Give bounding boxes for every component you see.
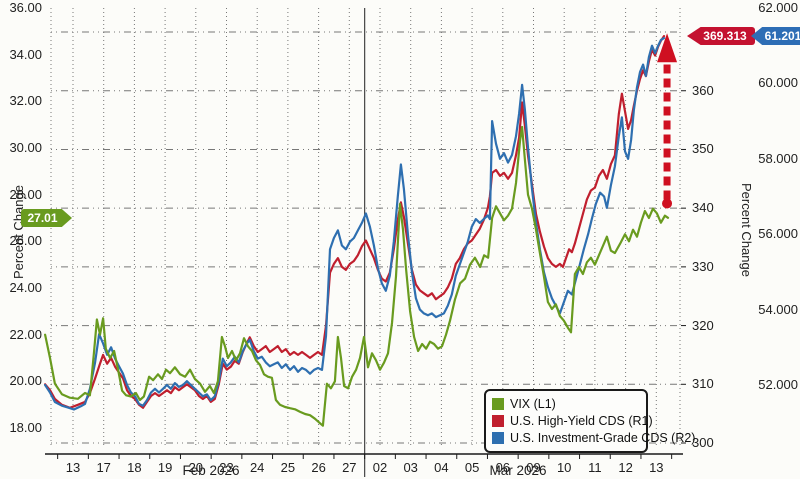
- r1-axis-tick-label: 360: [692, 82, 714, 98]
- x-axis-tick-label: 11: [588, 460, 602, 475]
- series-line-r2: [43, 36, 666, 411]
- high-yield-last-value-tag: 369.313: [687, 27, 755, 45]
- r1-axis-tick-label: 320: [692, 317, 714, 333]
- left-axis-tick-label: 34.00: [9, 46, 42, 62]
- x-axis-tick-label: 12: [618, 460, 633, 475]
- r2-axis-tick-label: 58.000: [758, 150, 798, 166]
- left-axis-tick-label: 32.00: [9, 93, 42, 109]
- month-label-feb: Feb 2026: [182, 463, 240, 478]
- x-axis-tick-label: 24: [249, 460, 265, 475]
- x-axis-tick-label: 05: [464, 460, 480, 475]
- x-axis-tick-label: 06: [495, 460, 511, 475]
- legend-label: U.S. Investment-Grade CDS (R2): [510, 431, 696, 445]
- x-axis-tick-label: 20: [188, 460, 204, 475]
- arrow-base-dot: [662, 198, 673, 209]
- x-axis-tick-label: 23: [219, 460, 234, 475]
- r1-axis-tick-label: 350: [692, 141, 714, 157]
- left-axis-tick-label: 28.00: [9, 186, 42, 202]
- x-axis-tick-label: 17: [96, 460, 111, 475]
- x-axis-tick-label: 04: [434, 460, 449, 475]
- series-line-r1: [43, 34, 666, 409]
- x-axis-tick-label: 03: [403, 460, 418, 475]
- x-axis-tick-label: 10: [556, 460, 572, 475]
- legend-label: VIX (L1): [510, 397, 556, 411]
- r1-axis-tick-label: 300: [692, 435, 714, 450]
- r2-axis-tick-label: 60.000: [758, 75, 798, 91]
- left-axis-tick-label: 22.00: [9, 326, 42, 342]
- legend-swatch-icon: [492, 415, 504, 427]
- x-axis-tick-label: 27: [342, 460, 357, 475]
- r1-axis-tick-label: 340: [692, 200, 714, 216]
- legend-item-vix[interactable]: VIX (L1): [492, 396, 640, 412]
- series-line-l1: [43, 125, 670, 427]
- chart-legend: VIX (L1) U.S. High-Yield CDS (R1) U.S. Inv…: [484, 389, 695, 453]
- left-axis-tick-label: 26.00: [9, 233, 42, 249]
- legend-swatch-icon: [492, 432, 504, 444]
- x-axis-tick-label: 09: [526, 460, 541, 475]
- r2-axis-tick-label: 62.000: [758, 0, 798, 15]
- left-axis-tick-label: 36.00: [9, 0, 42, 15]
- left-axis-tick-label: 24.00: [9, 279, 42, 295]
- r2-axis-tick-label: 54.000: [758, 301, 798, 317]
- investment-grade-last-value-tag: 61.201: [751, 27, 800, 45]
- legend-swatch-icon: [492, 398, 504, 410]
- left-axis-tick-label: 30.00: [9, 139, 42, 155]
- vix-last-value-tag: 27.01: [21, 209, 72, 227]
- x-axis-tick-label: 02: [372, 460, 388, 475]
- r1-axis-tick-label: 330: [692, 258, 714, 274]
- r2-axis-tick-label: 56.000: [758, 226, 798, 242]
- x-axis-tick-label: 25: [280, 460, 296, 475]
- legend-label: U.S. High-Yield CDS (R1): [510, 414, 653, 428]
- x-axis-tick-label: 13: [649, 460, 664, 475]
- r1-axis-tick-label: 310: [692, 376, 714, 392]
- x-axis-tick-label: 13: [65, 460, 81, 475]
- r2-axis-tick-label: 52.000: [758, 377, 798, 392]
- month-label-mar: Mar 2026: [489, 463, 547, 478]
- left-axis-tick-label: 20.00: [9, 373, 42, 389]
- legend-item-high-yield-cds[interactable]: U.S. High-Yield CDS (R1): [492, 413, 653, 429]
- x-axis-tick-label: 19: [157, 460, 173, 475]
- x-axis-tick-label: 26: [311, 460, 326, 475]
- legend-item-investment-grade-cds[interactable]: U.S. Investment-Grade CDS (R2): [492, 430, 695, 446]
- left-axis-tick-label: 18.00: [9, 419, 42, 435]
- arrow-head-up-icon: [657, 33, 678, 63]
- x-axis-tick-label: 18: [127, 460, 142, 475]
